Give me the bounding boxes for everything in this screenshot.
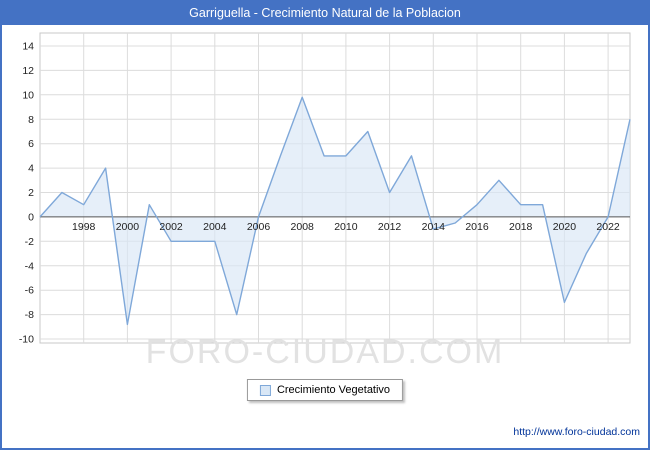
svg-text:2006: 2006 [247, 221, 271, 233]
svg-text:10: 10 [22, 89, 34, 101]
svg-text:2018: 2018 [509, 221, 533, 233]
svg-text:2012: 2012 [378, 221, 402, 233]
svg-text:-8: -8 [25, 309, 34, 321]
svg-text:-6: -6 [25, 285, 34, 297]
source-url[interactable]: http://www.foro-ciudad.com [513, 426, 640, 438]
svg-text:2014: 2014 [422, 221, 446, 233]
svg-text:2000: 2000 [116, 221, 140, 233]
legend-label: Crecimiento Vegetativo [276, 384, 391, 396]
svg-text:2: 2 [28, 187, 34, 199]
svg-text:2022: 2022 [596, 221, 620, 233]
svg-text:-10: -10 [19, 334, 34, 346]
svg-text:1998: 1998 [72, 221, 96, 233]
svg-text:6: 6 [28, 138, 34, 150]
svg-text:2008: 2008 [291, 221, 315, 233]
svg-text:-2: -2 [25, 236, 34, 248]
legend-swatch-icon [259, 384, 271, 396]
svg-text:4: 4 [28, 163, 34, 175]
svg-text:2010: 2010 [334, 221, 358, 233]
chart-title: Garriguella - Crecimiento Natural de la … [2, 2, 648, 25]
svg-text:2002: 2002 [159, 221, 183, 233]
svg-text:2004: 2004 [203, 221, 227, 233]
svg-text:8: 8 [28, 114, 34, 126]
svg-text:0: 0 [28, 211, 34, 223]
svg-text:2020: 2020 [553, 221, 577, 233]
svg-text:2016: 2016 [465, 221, 489, 233]
legend-box: Crecimiento Vegetativo [246, 379, 404, 401]
svg-text:14: 14 [22, 41, 34, 53]
svg-text:12: 12 [22, 65, 34, 77]
svg-text:-4: -4 [25, 260, 34, 272]
